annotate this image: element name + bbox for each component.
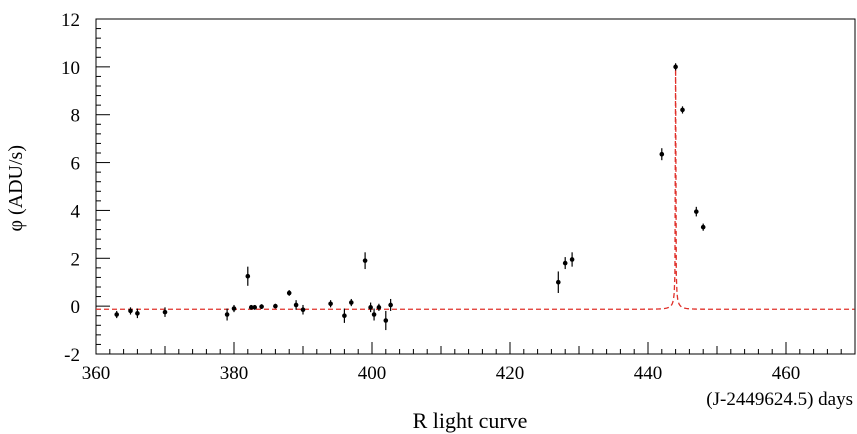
data-point (383, 310, 389, 331)
point-marker (569, 257, 575, 262)
point-marker (700, 224, 706, 230)
data-point (556, 271, 561, 293)
data-point (252, 304, 257, 310)
point-marker (556, 279, 561, 285)
data-point (659, 148, 665, 161)
data-point (128, 307, 133, 315)
y-tick-label: 12 (61, 10, 80, 31)
fit-curve (96, 64, 855, 310)
data-point (135, 308, 140, 319)
y-tick-label: 10 (61, 58, 80, 79)
data-point (342, 308, 347, 323)
x-tick-label: 460 (772, 363, 801, 384)
point-marker (128, 308, 133, 314)
fit-curve-group (96, 64, 855, 310)
data-point (231, 304, 237, 313)
point-marker (680, 107, 685, 113)
data-point (368, 302, 373, 313)
x-tick-label: 420 (496, 363, 525, 384)
x-axis-title: (J-2449624.5) days (706, 389, 853, 410)
data-point (569, 252, 575, 267)
data-point (371, 308, 377, 321)
data-point (694, 206, 699, 217)
point-marker (371, 312, 377, 317)
point-marker (259, 304, 264, 309)
plot-border (95, 18, 856, 355)
y-tick-label: 0 (71, 297, 81, 318)
data-point (224, 308, 230, 321)
x-tick-label: 360 (82, 363, 111, 384)
point-marker (245, 273, 251, 279)
x-tick-label: 400 (358, 363, 387, 384)
data-point (349, 298, 354, 307)
point-marker (694, 209, 699, 214)
y-axis-title: φ (ADU/s) (5, 145, 27, 232)
point-marker (231, 306, 237, 311)
data-point (700, 223, 706, 231)
data-point (300, 304, 306, 315)
data-point (362, 252, 368, 270)
data-point (376, 303, 382, 311)
data-point (562, 257, 568, 270)
data-point (273, 303, 278, 309)
point-marker (659, 151, 665, 157)
point-marker (349, 300, 354, 305)
y-tick-label: 6 (71, 154, 81, 175)
y-tick-label: 2 (71, 249, 81, 270)
point-marker (368, 305, 373, 310)
y-tick-label: 8 (71, 106, 81, 127)
x-tick-label: 440 (634, 363, 663, 384)
point-marker (252, 305, 257, 310)
data-point (114, 310, 119, 319)
x-tick-label: 380 (220, 363, 249, 384)
data-point (673, 63, 678, 71)
data-point (680, 106, 685, 114)
data-point (328, 300, 333, 308)
point-marker (224, 312, 230, 317)
point-marker (376, 305, 382, 310)
point-marker (135, 311, 140, 316)
point-marker (286, 290, 292, 296)
data-points-group (114, 63, 706, 331)
data-point (388, 298, 393, 311)
y-tick-label: 4 (71, 201, 81, 222)
axis-ticks (95, 18, 856, 355)
point-marker (673, 64, 678, 70)
axis-tick-labels: 360 380 400 420 440 460 -2 0 2 4 6 8 10 12 (61, 10, 800, 384)
point-marker (300, 307, 306, 313)
data-point (248, 304, 254, 310)
point-marker (342, 313, 347, 319)
point-marker (388, 302, 393, 308)
chart-caption: R light curve (413, 408, 528, 433)
point-marker (114, 312, 119, 317)
data-point (162, 307, 168, 317)
point-marker (562, 260, 568, 266)
point-marker (328, 301, 333, 307)
data-point (259, 304, 264, 310)
point-marker (273, 303, 278, 309)
data-point (286, 290, 292, 296)
data-point (245, 266, 251, 286)
point-marker (383, 318, 389, 323)
plot-frame (95, 18, 856, 355)
point-marker (162, 309, 168, 315)
point-marker (248, 305, 254, 310)
point-marker (293, 302, 299, 308)
y-tick-label: -2 (64, 345, 80, 366)
point-marker (362, 258, 368, 263)
data-point (293, 300, 299, 310)
